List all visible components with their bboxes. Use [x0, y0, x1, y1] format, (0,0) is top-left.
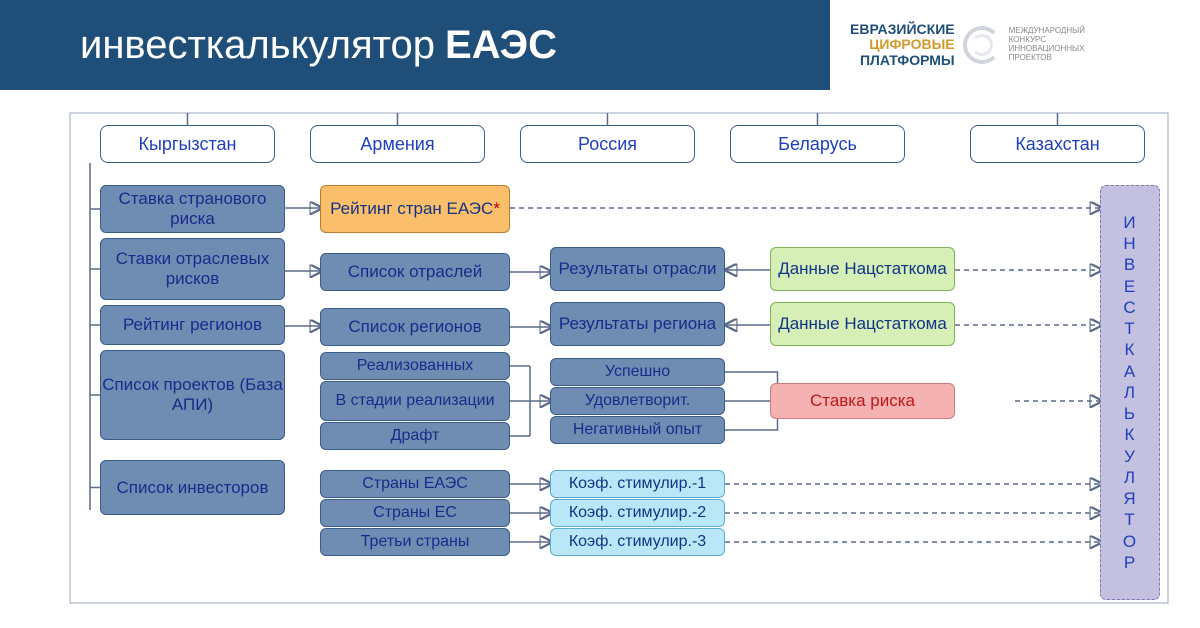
natstat-1: Данные Нацстаткома [770, 247, 955, 291]
sector-list: Список отраслей [320, 253, 510, 291]
inv-eaes: Страны ЕАЭС [320, 470, 510, 498]
logo-line2: ЦИФРОВЫЕ [850, 37, 955, 52]
proj-negative: Негативный опыт [550, 416, 725, 444]
sector-results: Результаты отрасли [550, 247, 725, 291]
logo-line3: ПЛАТФОРМЫ [850, 53, 955, 68]
header: инвесткалькулятор ЕАЭС ЕВРАЗИЙСКИЕ ЦИФРО… [0, 0, 1200, 90]
country-belarus: Беларусь [730, 125, 905, 163]
logo-line1: ЕВРАЗИЙСКИЕ [850, 22, 955, 37]
country-rating: Рейтинг стран ЕАЭС* [320, 185, 510, 233]
project-list: Список проектов (База АПИ) [100, 350, 285, 440]
proj-realized: Реализованных [320, 352, 510, 380]
risk-rate: Ставка риска [770, 383, 955, 419]
title-bold: ЕАЭС [445, 23, 557, 68]
proj-satisfact: Удовлетворит. [550, 387, 725, 415]
inv-third: Третьи страны [320, 528, 510, 556]
country-russia: Россия [520, 125, 695, 163]
invest-calculator: ИНВЕСТКАЛЬКУЛЯТОР [1100, 185, 1160, 600]
logo-text: ЕВРАЗИЙСКИЕ ЦИФРОВЫЕ ПЛАТФОРМЫ [850, 22, 955, 68]
inv-eu: Страны ЕС [320, 499, 510, 527]
investor-list: Список инвесторов [100, 460, 285, 515]
logo-area: ЕВРАЗИЙСКИЕ ЦИФРОВЫЕ ПЛАТФОРМЫ МЕЖДУНАРО… [850, 22, 1085, 68]
region-list: Список регионов [320, 308, 510, 346]
title-prefix: инвесткалькулятор [80, 23, 435, 68]
country-armenia: Армения [310, 125, 485, 163]
country-risk-rate: Ставка странового риска [100, 185, 285, 233]
proj-inprogress: В стадии реализации [320, 381, 510, 421]
region-rating: Рейтинг регионов [100, 305, 285, 345]
sector-risk-rates: Ставки отраслевых рисков [100, 238, 285, 300]
proj-success: Успешно [550, 358, 725, 386]
title-bar: инвесткалькулятор ЕАЭС [0, 0, 830, 90]
coef-2: Коэф. стимулир.-2 [550, 499, 725, 527]
country-kyrgyzstan: Кыргызстан [100, 125, 275, 163]
country-kazakhstan: Казахстан [970, 125, 1145, 163]
logo-subtitle: МЕЖДУНАРОДНЫЙ КОНКУРС ИННОВАЦИОННЫХ ПРОЕ… [1009, 27, 1085, 62]
region-results: Результаты региона [550, 302, 725, 346]
diagram-canvas: Кыргызстан Армения Россия Беларусь Казахстан… [0, 90, 1200, 628]
natstat-2: Данные Нацстаткома [770, 302, 955, 346]
proj-draft: Драфт [320, 422, 510, 450]
swirl-icon [963, 26, 1001, 64]
coef-3: Коэф. стимулир.-3 [550, 528, 725, 556]
coef-1: Коэф. стимулир.-1 [550, 470, 725, 498]
